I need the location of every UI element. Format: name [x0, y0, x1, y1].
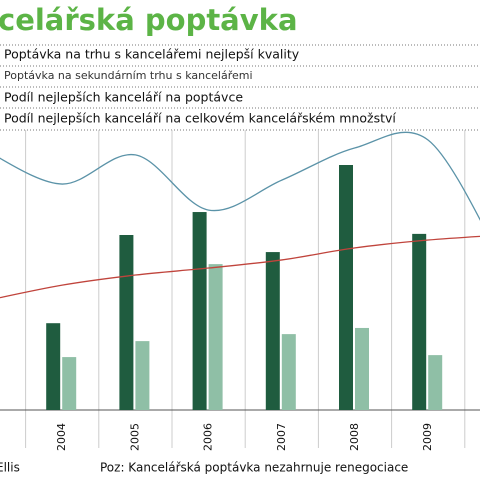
- source: Ellis: [0, 461, 20, 475]
- bar: [119, 235, 134, 410]
- bar: [428, 355, 443, 410]
- legend-label: Podíl nejlepších kanceláří na celkovém k…: [4, 111, 396, 126]
- x-tick-label: 2007: [275, 423, 288, 451]
- legend-label: Podíl nejlepších kanceláří na poptávce: [4, 90, 243, 105]
- legend-label: Poptávka na trhu s kancelářemi nejlepší …: [4, 47, 300, 62]
- bar: [281, 334, 296, 410]
- x-tick-label: 2004: [55, 423, 68, 451]
- note: Poz: Kancelářská poptávka nezahrnuje ren…: [100, 461, 408, 475]
- bar: [46, 323, 61, 410]
- legend-label: Poptávka na sekundárním trhu s kanceláře…: [4, 69, 253, 82]
- x-tick-label: 2006: [202, 423, 215, 451]
- bar: [355, 327, 369, 410]
- bar: [412, 233, 427, 410]
- bar: [135, 341, 150, 410]
- line: [0, 131, 480, 221]
- bar: [62, 357, 77, 410]
- chart-title: celářská poptávka: [0, 3, 298, 37]
- bar: [265, 252, 280, 410]
- bar: [339, 165, 353, 410]
- x-tick-label: 2008: [348, 423, 361, 451]
- bar: [208, 264, 223, 410]
- bar: [192, 212, 207, 410]
- line: [0, 235, 480, 299]
- x-tick-label: 2005: [128, 423, 141, 451]
- x-tick-label: 2009: [421, 423, 434, 451]
